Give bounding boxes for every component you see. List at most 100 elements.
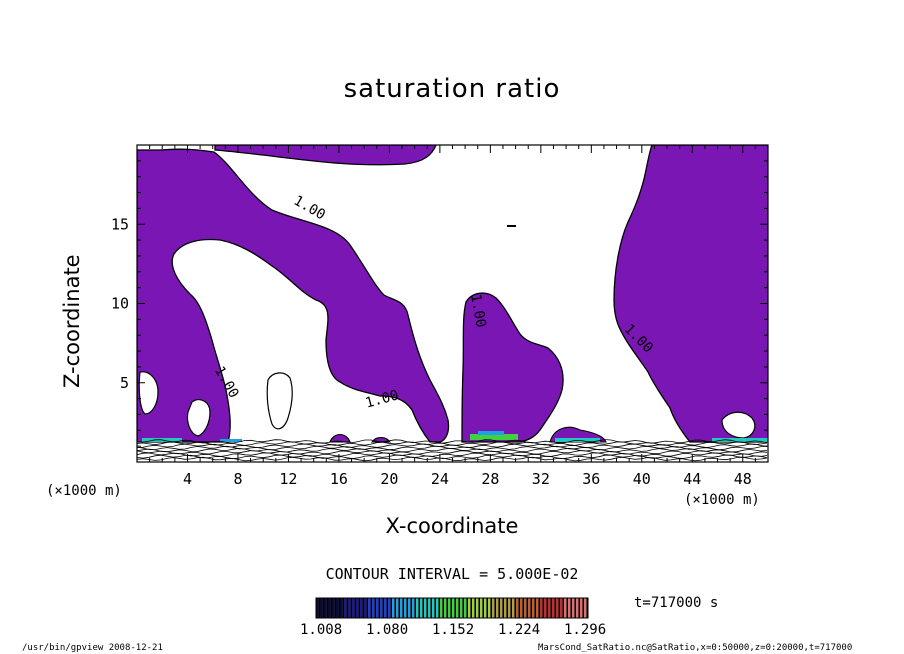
surface-contour-line: [137, 456, 768, 462]
colorbar-stripe: [472, 598, 475, 618]
colorbar-gap: [558, 598, 560, 618]
contour-label: 1.00: [467, 293, 489, 329]
colorbar-gap: [510, 598, 512, 618]
colorbar-stripe: [512, 598, 515, 618]
axis-ticks: [137, 145, 768, 462]
y-tick-label: 15: [111, 215, 129, 233]
colorbar-gap: [414, 598, 416, 618]
contour-interval-label: CONTOUR INTERVAL = 5.000E-02: [325, 565, 579, 583]
colorbar-stripe: [416, 598, 419, 618]
x-tick-label: 16: [330, 470, 348, 488]
colorbar-gap: [418, 598, 420, 618]
colorbar-stripe: [396, 598, 399, 618]
small-cloud-blob-1: [329, 433, 351, 443]
colorbar-gap: [374, 598, 376, 618]
colorbar-stripe: [408, 598, 411, 618]
colorbar-gap: [458, 598, 460, 618]
supersaturated-region-column: [461, 292, 564, 443]
colorbar-stripe: [548, 598, 551, 618]
surface-band-4: [555, 438, 600, 442]
colorbar-gap: [318, 598, 320, 618]
x-tick-label: 20: [380, 470, 398, 488]
colorbar-stripe: [424, 598, 427, 618]
colorbar-gap: [402, 598, 404, 618]
colorbar-gap: [342, 598, 344, 618]
colorbar-stripe: [316, 598, 319, 618]
colorbar-stripe: [584, 598, 587, 618]
colorbar-gap: [434, 598, 436, 618]
colorbar-gap: [534, 598, 536, 618]
x-tick-label: 12: [279, 470, 297, 488]
colorbar-gap: [490, 598, 492, 618]
colorbar-stripe: [520, 598, 523, 618]
colorbar-stripe: [324, 598, 327, 618]
subsaturated-pocket-1: [266, 372, 293, 430]
x-tick-label: 48: [734, 470, 752, 488]
colorbar-gap: [538, 598, 540, 618]
colorbar-stripe: [372, 598, 375, 618]
colorbar-gap: [378, 598, 380, 618]
colorbar-stripe: [320, 598, 323, 618]
footer-right: MarsCond_SatRatio.nc@SatRatio,x=0:50000,…: [538, 643, 853, 653]
colorbar-gap: [346, 598, 348, 618]
colorbar-gap: [450, 598, 452, 618]
colorbar-stripe: [476, 598, 479, 618]
colorbar-gap: [554, 598, 556, 618]
colorbar-gap: [502, 598, 504, 618]
colorbar-gap: [442, 598, 444, 618]
colorbar-gap: [466, 598, 468, 618]
colorbar-gap: [390, 598, 392, 618]
colorbar-gap: [334, 598, 336, 618]
x-tick-label: 36: [582, 470, 600, 488]
colorbar-gap: [430, 598, 432, 618]
colorbar-gap: [370, 598, 372, 618]
colorbar-stripe: [528, 598, 531, 618]
colorbar-stripe: [384, 598, 387, 618]
colorbar-stripe: [468, 598, 471, 618]
colorbar-stripe: [368, 598, 371, 618]
colorbar-gap: [462, 598, 464, 618]
colorbar-gap: [358, 598, 360, 618]
colorbar-stripe: [336, 598, 339, 618]
surface-contour-line: [137, 454, 768, 460]
surface-contour-line: [137, 452, 768, 457]
colorbar-stripe: [356, 598, 359, 618]
colorbar-gap: [454, 598, 456, 618]
colorbar-gap: [562, 598, 564, 618]
colorbar-gap: [338, 598, 340, 618]
colorbar-stripe: [484, 598, 487, 618]
colorbar-stripe: [488, 598, 491, 618]
subsaturated-pocket-2: [186, 399, 211, 437]
colorbar-stripe: [420, 598, 423, 618]
colorbar-stripe: [544, 598, 547, 618]
colorbar-frame: [315, 597, 589, 619]
colorbar-stripe: [452, 598, 455, 618]
colorbar-gap: [506, 598, 508, 618]
colorbar-gap: [410, 598, 412, 618]
colorbar-gap: [362, 598, 364, 618]
colorbar-label-2: 1.080: [366, 622, 409, 638]
colorbar: [316, 598, 588, 618]
colorbar-stripe: [564, 598, 567, 618]
x-tick-label: 40: [633, 470, 651, 488]
supersaturated-region-right: [613, 145, 768, 443]
colorbar-gap: [330, 598, 332, 618]
colorbar-gap: [350, 598, 352, 618]
colorbar-stripe: [448, 598, 451, 618]
colorbar-gap: [518, 598, 520, 618]
colorbar-stripe: [500, 598, 503, 618]
surface-band-6: [220, 439, 242, 442]
colorbar-stripe: [436, 598, 439, 618]
colorbar-gap: [438, 598, 440, 618]
colorbar-gap: [546, 598, 548, 618]
colorbar-stripe: [440, 598, 443, 618]
colorbar-stripe: [560, 598, 563, 618]
surface-contour-line: [137, 441, 768, 446]
colorbar-label-4: 1.224: [498, 622, 541, 638]
colorbar-gap: [446, 598, 448, 618]
colorbar-gap: [474, 598, 476, 618]
colorbar-label-1: 1.008: [300, 622, 343, 638]
colorbar-gap: [542, 598, 544, 618]
colorbar-stripe: [480, 598, 483, 618]
colorbar-gap: [522, 598, 524, 618]
